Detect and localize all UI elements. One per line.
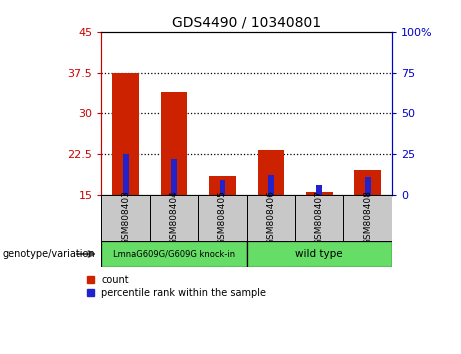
Bar [161, 92, 187, 195]
Text: GSM808407: GSM808407 [315, 190, 324, 245]
Title: GDS4490 / 10340801: GDS4490 / 10340801 [172, 15, 321, 29]
Bar [198, 195, 247, 241]
Text: GSM808406: GSM808406 [266, 190, 275, 245]
Bar [247, 195, 295, 241]
Bar [247, 241, 392, 267]
Text: genotype/variation: genotype/variation [2, 249, 95, 259]
Text: GSM808404: GSM808404 [170, 190, 178, 245]
Bar [295, 195, 343, 241]
Bar [123, 154, 129, 195]
Bar [171, 159, 177, 195]
Bar [316, 185, 322, 195]
Text: GSM808403: GSM808403 [121, 190, 130, 245]
Text: GSM808405: GSM808405 [218, 190, 227, 245]
Bar [343, 195, 392, 241]
Text: GSM808408: GSM808408 [363, 190, 372, 245]
Bar [306, 192, 332, 195]
Bar [268, 175, 274, 195]
Text: LmnaG609G/G609G knock-in: LmnaG609G/G609G knock-in [113, 250, 235, 258]
Legend: count, percentile rank within the sample: count, percentile rank within the sample [83, 271, 270, 302]
Bar [112, 73, 139, 195]
Bar [209, 176, 236, 195]
Bar [150, 195, 198, 241]
Bar [258, 150, 284, 195]
Bar [355, 170, 381, 195]
Bar [365, 177, 371, 195]
Text: wild type: wild type [296, 249, 343, 259]
Bar [219, 180, 225, 195]
Bar [101, 195, 150, 241]
Bar [101, 241, 247, 267]
